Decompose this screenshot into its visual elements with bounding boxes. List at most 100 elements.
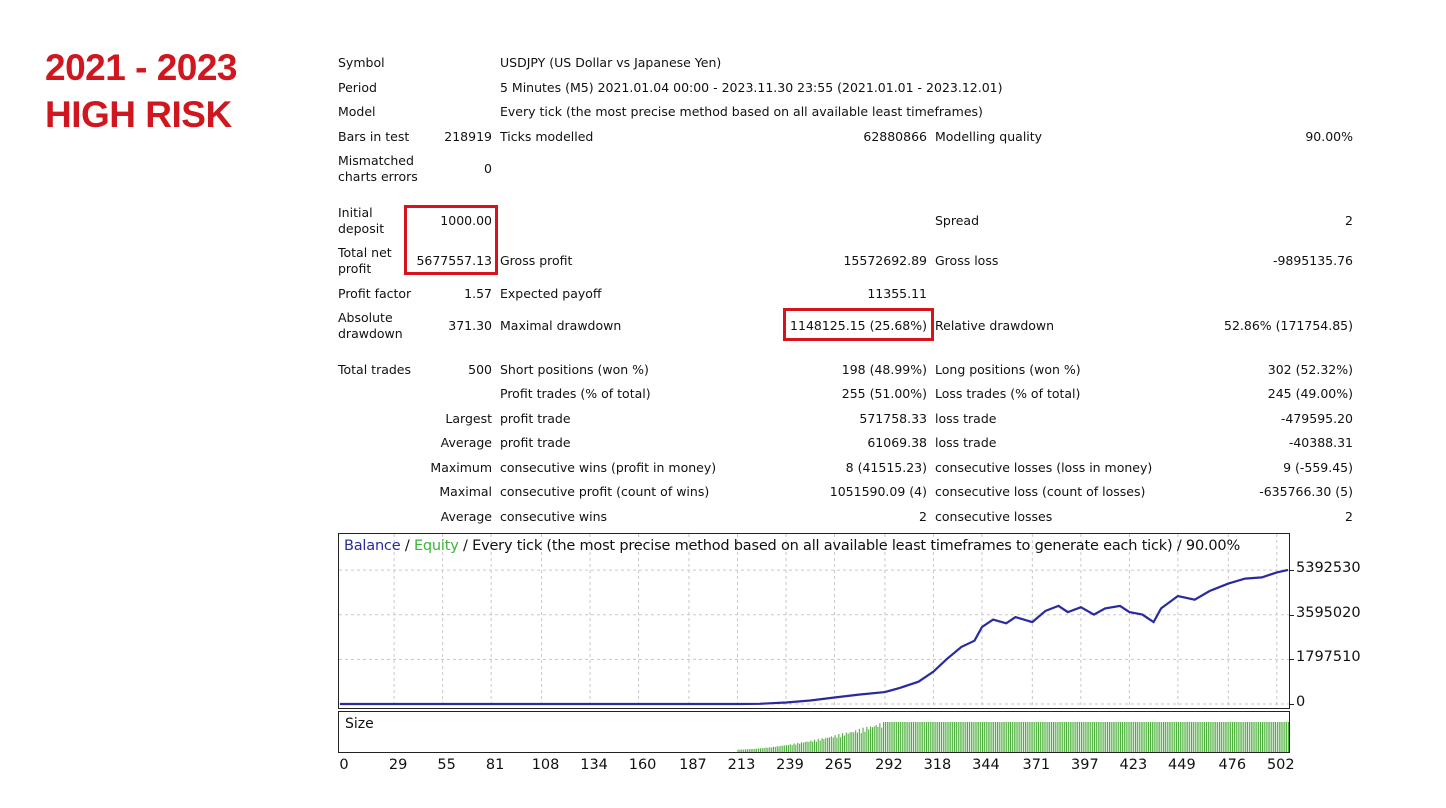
size-bar [1114,722,1116,752]
size-bar [903,722,905,752]
size-bar [817,738,819,752]
size-bar [1138,722,1140,752]
size-bar [1204,722,1206,752]
size-bar [1205,722,1207,752]
deposit-value: 1000.00 [440,213,492,228]
size-bar [864,731,866,752]
size-bar [1177,722,1179,752]
size-bar [1008,722,1010,752]
size-bar [1278,722,1280,752]
size-bar [750,749,752,752]
size-bar [1135,722,1137,752]
size-bar [1226,722,1228,752]
x-tick-label: 423 [1119,757,1148,773]
x-tick-label: 476 [1218,757,1247,773]
losstrades-label: Loss trades (% of total) [935,386,1081,401]
size-bar [836,737,838,752]
size-bar [786,745,788,752]
size-bar [1009,722,1011,752]
size-bar [1271,722,1273,752]
size-bar [776,746,778,752]
size-bar [737,749,739,752]
balance-line [340,568,1289,706]
size-bar [828,737,830,752]
size-bar [1159,722,1161,752]
size-bar [1116,722,1118,752]
max-losses-value: 9 (-559.45) [1283,460,1353,475]
size-bar [995,722,997,752]
maxl-profit-label: consecutive profit (count of wins) [500,484,710,499]
maxl-loss-label: consecutive loss (count of losses) [935,484,1146,499]
size-bar [1211,722,1213,752]
size-bar [858,728,860,752]
size-bar [1103,722,1105,752]
size-bar [1037,722,1039,752]
size-bar [907,722,909,752]
size-bar [1261,722,1263,752]
size-bar [1019,722,1021,752]
size-bar [1054,722,1056,752]
balance-chart: Balance / Equity / Every tick (the most … [338,533,1290,709]
x-tick-label: 213 [727,757,756,773]
size-bar [1260,722,1262,752]
size-bar [996,722,998,752]
size-bar [1045,722,1047,752]
size-bar [741,749,743,752]
size-bar [927,722,929,752]
x-tick-label: 502 [1266,757,1295,773]
losstrades-value: 245 (49.00%) [1267,386,1353,401]
size-bar [1052,722,1054,752]
y-tick-mark [1289,704,1294,705]
size-bar [1142,722,1144,752]
size-bar [823,739,825,752]
size-bar [955,722,957,752]
size-bar [894,722,896,752]
size-bar [1097,722,1099,752]
bars-label: Bars in test [338,129,410,144]
size-bar [959,722,961,752]
size-bar [1252,722,1254,752]
profittrades-value: 255 (51.00%) [841,386,927,401]
size-bar [1082,722,1084,752]
symbol-value: USDJPY (US Dollar vs Japanese Yen) [500,55,722,70]
size-bar [1026,722,1028,752]
size-bar [884,722,886,752]
absdd-label: Absolute drawdown [338,310,403,341]
size-bar [815,741,817,752]
size-bar [795,744,797,752]
x-tick-label: 265 [824,757,853,773]
size-bar [1136,722,1138,752]
size-bar [875,725,877,752]
x-tick-label: 81 [485,757,505,773]
size-bar [1149,722,1151,752]
size-bar [937,722,939,752]
size-bar [1233,722,1235,752]
size-bar [763,748,765,752]
size-bar [982,722,984,752]
size-bar [1095,722,1097,752]
size-bar [1105,722,1107,752]
size-bar [870,726,872,752]
legend-balance: Balance [344,538,401,554]
short-value: 198 (48.99%) [841,362,927,377]
size-bar [983,722,985,752]
average2-label: Average [440,509,492,524]
size-bar [929,722,931,752]
size-bar [912,722,914,752]
grossloss-label: Gross loss [935,253,999,268]
size-bar [754,748,756,752]
size-bar [1051,722,1053,752]
size-bar [989,722,991,752]
payoff-value: 11355.11 [867,286,927,301]
size-bar [1073,722,1075,752]
size-bar [1235,722,1237,752]
size-bar [944,722,946,752]
size-bar [862,727,864,752]
size-bar [1017,722,1019,752]
x-tick-label: 160 [628,757,657,773]
size-bar [970,722,972,752]
size-bar [987,722,989,752]
avg-losses-value: 2 [1345,509,1353,524]
size-bar [849,732,851,752]
size-bar [892,722,894,752]
